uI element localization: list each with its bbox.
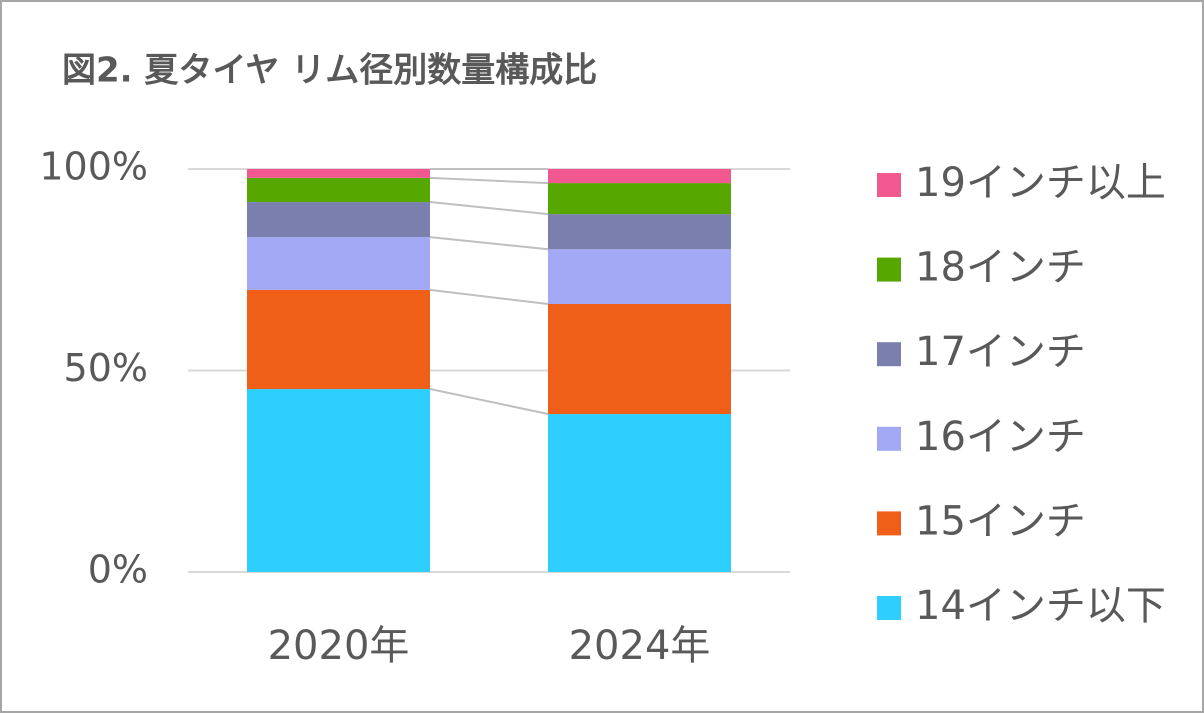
bar-segment (548, 214, 731, 250)
legend-label: 15インチ (915, 498, 1086, 544)
bar-segment (247, 169, 430, 178)
x-tick-label: 2024年 (569, 623, 711, 669)
bar-segment (548, 183, 731, 215)
legend-label: 19インチ以上 (915, 160, 1166, 206)
bar-segment (548, 414, 731, 572)
bar-segment (548, 304, 731, 415)
legend-swatch (877, 173, 901, 197)
legend-swatch (877, 511, 901, 536)
bar-segment (548, 249, 731, 305)
bar-segment (247, 389, 430, 572)
series-line (429, 388, 549, 416)
x-tick-label: 2020年 (268, 623, 410, 669)
bar-segment (548, 169, 731, 184)
y-tick-label: 100% (39, 145, 148, 189)
legend-swatch (877, 342, 901, 367)
y-tick-label: 0% (88, 548, 148, 592)
series-line (429, 288, 549, 305)
legend-swatch (877, 596, 901, 620)
legend-label: 18インチ (915, 245, 1086, 291)
legend-label: 14インチ以下 (915, 583, 1166, 629)
legend-label: 16インチ (915, 414, 1086, 460)
legend-swatch (877, 426, 901, 451)
bar-segment (247, 289, 430, 390)
legend-label: 17インチ (915, 329, 1086, 375)
bar-segment (247, 202, 430, 238)
chart-title: 図2. 夏タイヤ リム径別数量構成比 (62, 51, 597, 91)
series-line (429, 176, 549, 185)
bar-segment (247, 177, 430, 203)
y-tick-label: 50% (64, 346, 148, 390)
series-line (429, 201, 549, 216)
bar-segment (247, 237, 430, 290)
series-line (429, 236, 549, 251)
legend-swatch (877, 257, 901, 282)
